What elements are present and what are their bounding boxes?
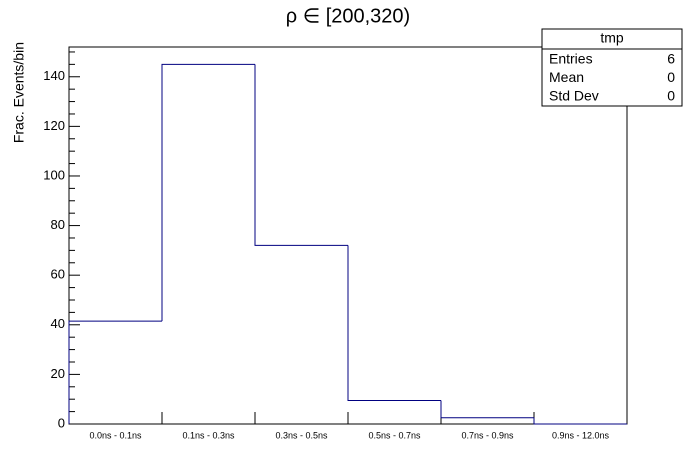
stats-label: Mean <box>549 69 584 85</box>
bin <box>161 63 255 322</box>
y-tick-label: 80 <box>51 217 65 232</box>
y-tick-label: 20 <box>51 366 65 381</box>
stats-title: tmp <box>600 30 624 46</box>
y-tick-label: 120 <box>43 118 65 133</box>
x-tick-label: 0.5ns - 0.7ns <box>368 430 421 440</box>
stats-value: 6 <box>667 51 675 67</box>
stats-label: Std Dev <box>549 88 599 104</box>
y-tick-label: 100 <box>43 167 65 182</box>
stats-label: Entries <box>549 51 593 67</box>
chart-title: ρ ∈ [200,320) <box>286 5 410 27</box>
x-tick-label: 0.9ns - 12.0ns <box>552 430 610 440</box>
bin <box>347 245 441 401</box>
stats-frame <box>541 28 683 107</box>
y-tick-label: 140 <box>43 68 65 83</box>
y-tick-label: 40 <box>51 316 65 331</box>
x-tick-label: 0.1ns - 0.3ns <box>182 430 235 440</box>
x-tick-label: 0.0ns - 0.1ns <box>89 430 142 440</box>
y-axis-label: Frac. Events/bin <box>11 42 27 143</box>
bin <box>440 400 534 419</box>
bin <box>533 417 627 425</box>
x-tick-label: 0.7ns - 0.9ns <box>461 430 514 440</box>
stats-value: 0 <box>667 88 675 104</box>
x-tick-label: 0.3ns - 0.5ns <box>275 430 328 440</box>
y-tick-label: 0 <box>58 415 65 430</box>
bin <box>254 64 348 246</box>
bin <box>68 320 162 424</box>
y-tick-label: 60 <box>51 267 65 282</box>
stats-value: 0 <box>667 69 675 85</box>
stats-box: tmp Entries 6 Mean 0 Std Dev 0 <box>541 28 683 107</box>
